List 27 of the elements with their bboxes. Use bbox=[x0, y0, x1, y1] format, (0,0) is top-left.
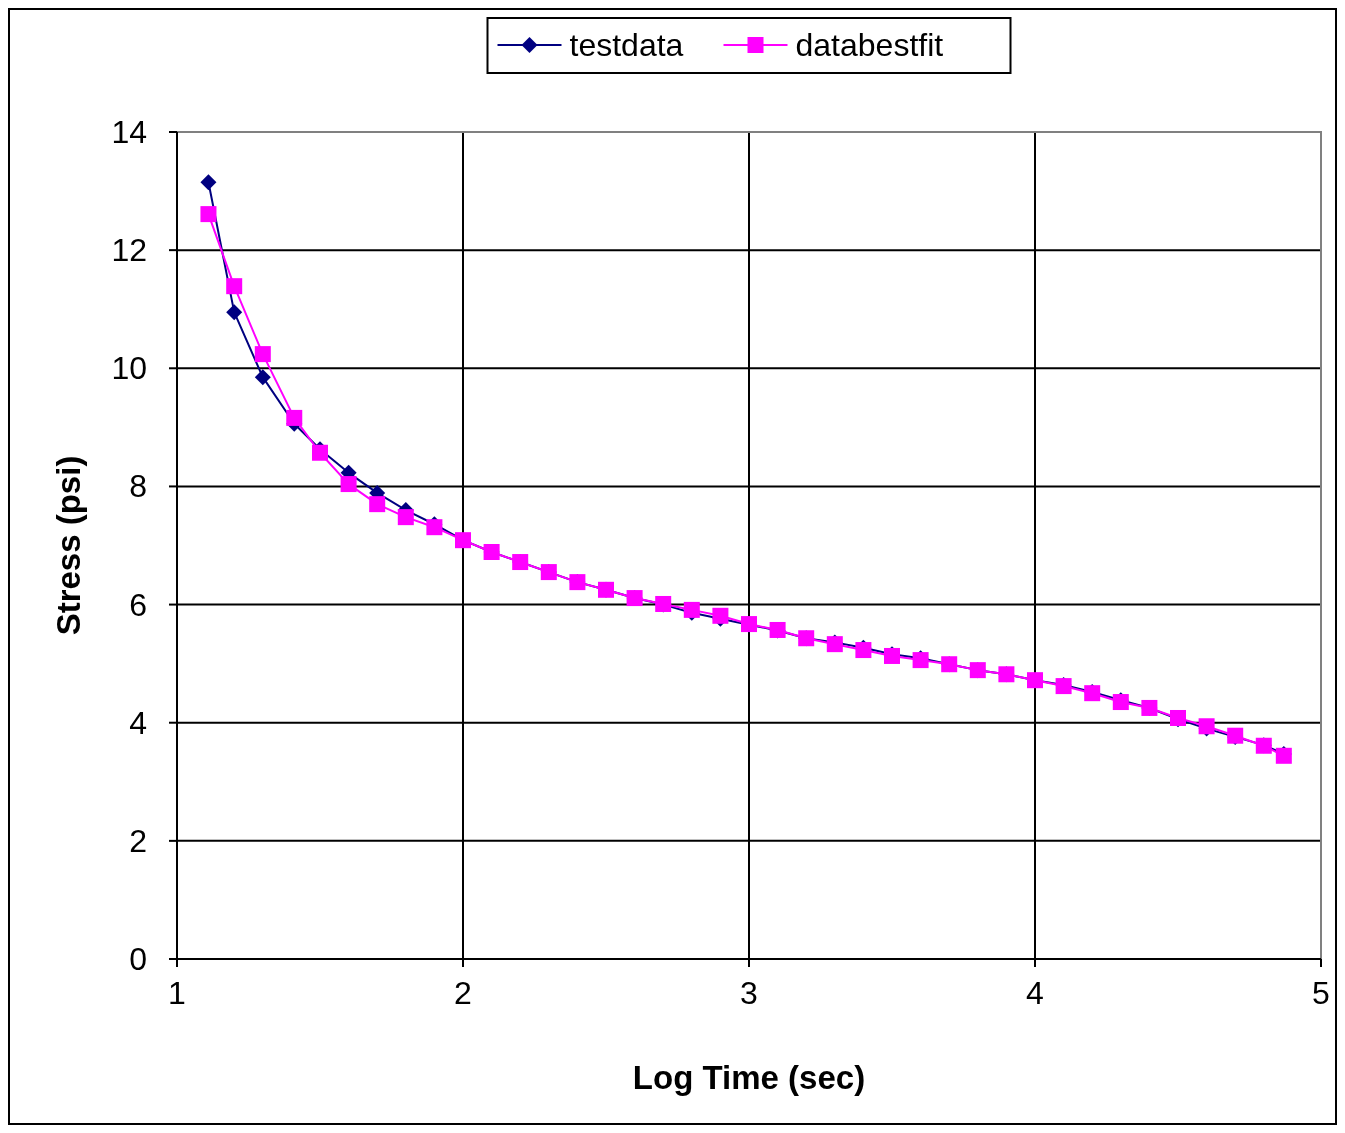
y-axis-title: Stress (psi) bbox=[50, 455, 87, 636]
y-tick-label: 8 bbox=[129, 468, 147, 505]
x-tick-label: 5 bbox=[1312, 975, 1330, 1011]
y-tick-label: 4 bbox=[129, 704, 147, 741]
point bbox=[200, 206, 217, 223]
point bbox=[254, 369, 271, 386]
y-tick-label: 14 bbox=[111, 114, 147, 150]
point bbox=[226, 304, 243, 321]
y-tick-label: 6 bbox=[129, 586, 147, 623]
point bbox=[340, 476, 357, 493]
x-tick-label: 4 bbox=[1026, 975, 1044, 1011]
point bbox=[369, 496, 386, 513]
x-tick-label: 3 bbox=[740, 975, 758, 1011]
point bbox=[397, 509, 414, 526]
y-tick-label: 12 bbox=[111, 232, 147, 269]
legend-label: databestfit bbox=[795, 27, 944, 63]
y-tick-label: 10 bbox=[111, 350, 147, 387]
x-tick-label: 2 bbox=[454, 975, 472, 1011]
point bbox=[286, 409, 303, 426]
point bbox=[226, 278, 243, 295]
point bbox=[254, 346, 271, 363]
y-tick-label: 2 bbox=[129, 822, 147, 859]
y-tick-label: 0 bbox=[129, 941, 147, 977]
point bbox=[200, 174, 217, 191]
x-tick-label: 1 bbox=[168, 975, 186, 1011]
x-axis-title: Log Time (sec) bbox=[632, 1059, 866, 1096]
legend-label: testdata bbox=[569, 27, 684, 63]
